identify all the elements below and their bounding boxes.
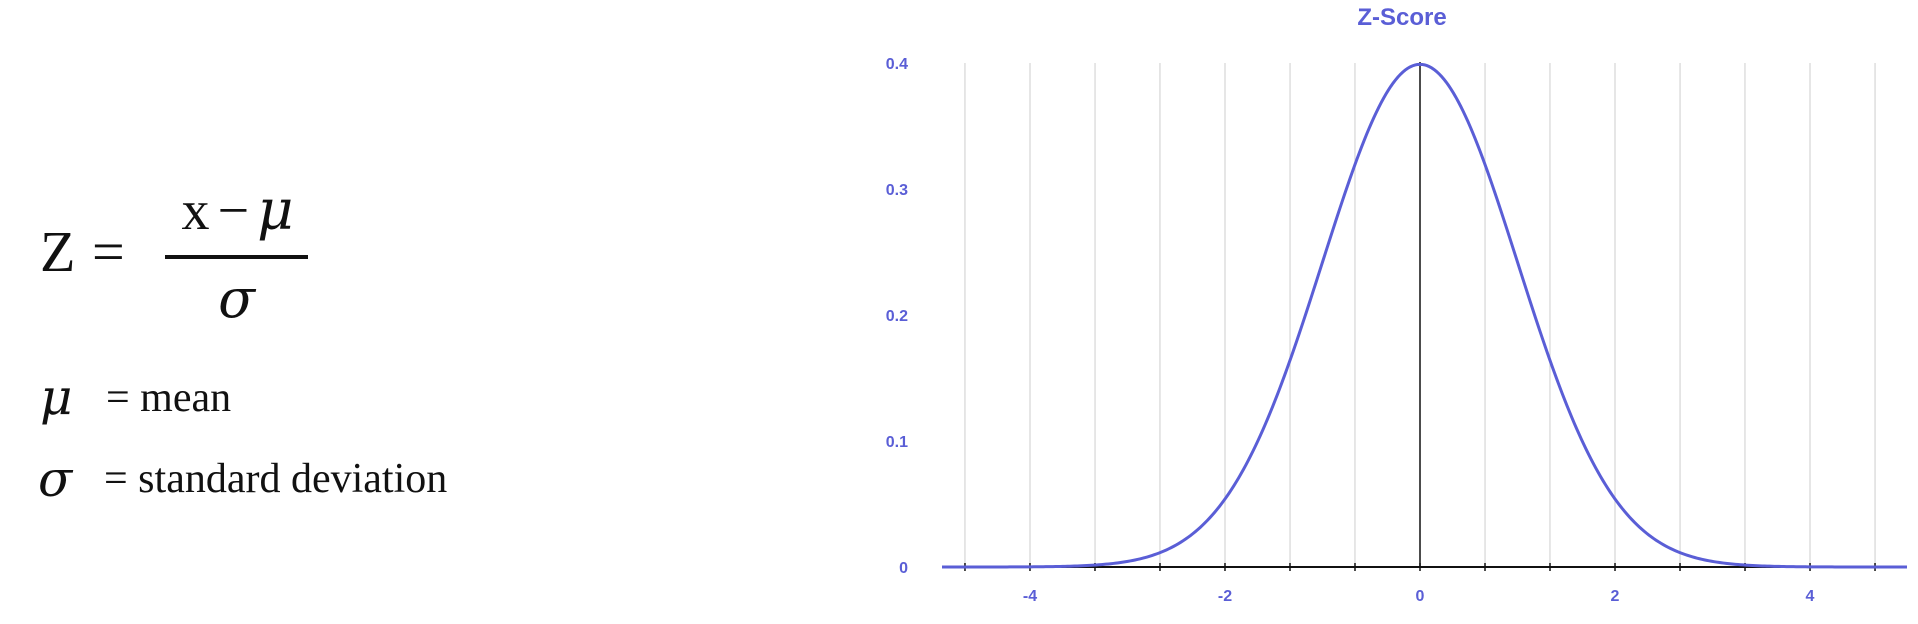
legend-mu-text: = mean [106,375,232,421]
formula-z-letter: Z [40,219,76,284]
legend-sigma-symbol: σ [38,450,73,508]
formula-numerator-mu: μ [257,178,294,243]
formula-panel: Z = x − μ σ μ = mean σ = standard deviatio… [0,0,860,624]
y-tick-label: 0.1 [886,434,908,451]
normal-distribution-curve [942,62,1907,569]
grid-lines [964,63,1876,567]
formula-fraction-bar [165,255,308,259]
formula-numerator-minus: − [217,180,250,242]
y-tick-label: 0 [899,560,908,577]
x-tick-label: 4 [1806,588,1815,605]
x-tick-label: -2 [1218,588,1232,605]
formula-numerator-x: x [181,180,210,242]
x-tick-label: 2 [1611,588,1620,605]
y-axis-ticks: 0 0.1 0.2 0.3 0.4 [886,56,908,577]
x-tick-label: 0 [1416,588,1425,605]
legend-mu-symbol: μ [40,368,73,426]
y-tick-label: 0.2 [886,308,908,325]
legend-sigma-text: = standard deviation [104,456,448,502]
x-tick-label: -4 [1023,588,1037,605]
formula-denominator-sigma: σ [218,267,255,330]
chart-title: Z-Score [1357,4,1446,31]
x-axis-ticks: -4 -2 0 2 4 [964,563,1876,605]
z-score-chart: Z-Score 0 0.1 0.2 0.3 0.4 -4 -2 0 2 4 [886,4,1907,605]
y-tick-label: 0.4 [886,56,908,73]
y-tick-label: 0.3 [886,182,908,199]
formula-equals-sign: = [92,219,125,284]
formula-numerator: x − μ [165,180,310,242]
